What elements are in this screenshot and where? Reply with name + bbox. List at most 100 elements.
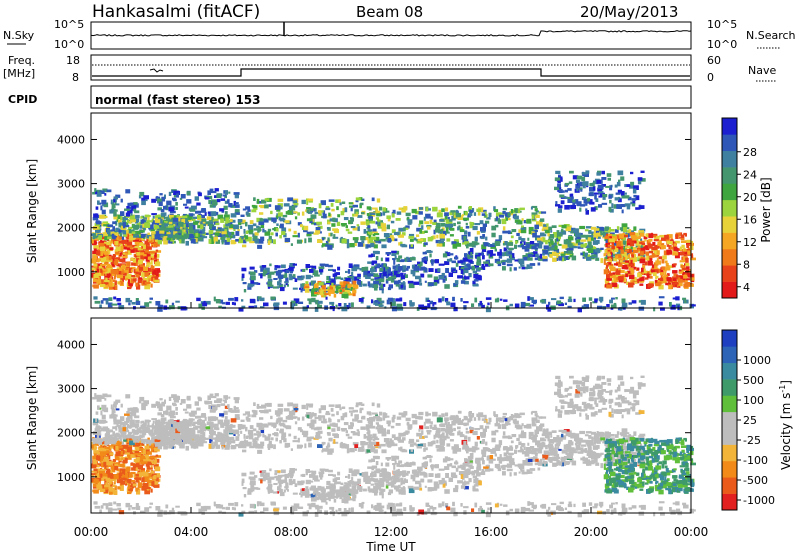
power-echo-cell	[144, 302, 150, 307]
velocity-echo-cell	[105, 487, 108, 490]
power-echo-cell	[284, 220, 290, 224]
velocity-echo-cell	[99, 488, 106, 493]
power-echo-cell	[118, 305, 125, 310]
power-echo-cell	[534, 243, 539, 247]
power-echo-cell	[417, 238, 423, 242]
power-echo-cell	[194, 196, 199, 201]
power-echo-cell	[413, 237, 417, 241]
power-echo-cell	[131, 231, 136, 234]
power-echo-cell	[443, 230, 446, 234]
power-echo-cell	[661, 259, 665, 264]
power-echo-cell	[573, 228, 579, 234]
power-echo-cell	[168, 227, 175, 231]
power-echo-cell	[354, 276, 360, 281]
power-echo-cell	[361, 267, 368, 272]
power-echo-cell	[94, 188, 97, 192]
power-echo-cell	[309, 265, 313, 268]
power-echo-cell	[344, 207, 348, 213]
power-echo-cell	[215, 299, 221, 304]
power-echo-cell	[209, 204, 215, 208]
power-echo-cell	[542, 237, 546, 243]
velocity-echo-cell	[199, 434, 205, 439]
power-echo-cell	[238, 237, 242, 242]
power-echo-cell	[99, 283, 106, 288]
power-echo-cell	[139, 230, 145, 233]
power-echo-cell	[395, 283, 399, 287]
velocity-echo-cell	[210, 396, 217, 399]
power-echo-cell	[128, 279, 130, 284]
power-echo-cell	[666, 267, 671, 271]
power-echo-cell	[474, 223, 480, 226]
power-echo-cell	[193, 229, 200, 232]
power-echo-cell	[567, 305, 572, 308]
power-echo-cell	[648, 233, 654, 239]
velocity-echo-cell	[175, 407, 178, 411]
power-echo-cell	[395, 218, 401, 221]
power-echo-cell	[630, 181, 635, 186]
power-echo-cell	[249, 266, 255, 270]
power-echo-cell	[305, 281, 309, 285]
velocity-echo-cell	[108, 490, 113, 495]
power-echo-cell	[149, 239, 153, 243]
power-echo-cell	[563, 224, 570, 227]
velocity-echo-cell	[135, 473, 140, 477]
power-echo-cell	[114, 280, 117, 285]
power-echo-cell	[537, 237, 542, 241]
power-echo-cell	[112, 221, 117, 225]
velocity-echo-cell	[171, 423, 174, 428]
power-echo-cell	[641, 242, 646, 246]
power-echo-cell	[548, 301, 551, 305]
power-echo-cell	[234, 297, 239, 302]
power-echo-cell	[483, 242, 489, 247]
power-echo-cell	[154, 276, 159, 280]
velocity-echo-cell	[104, 484, 110, 488]
power-echo-cell	[509, 255, 513, 259]
velocity-echo-cell	[210, 431, 216, 436]
power-echo-cell	[352, 289, 357, 294]
power-echo-cell	[290, 303, 295, 306]
power-echo-cell	[98, 265, 104, 270]
power-echo-cell	[620, 269, 625, 274]
power-echo-cell	[345, 270, 348, 273]
power-echo-cell	[427, 303, 431, 308]
power-echo-cell	[666, 277, 672, 281]
power-echo-cell	[328, 286, 334, 292]
power-echo-cell	[541, 228, 546, 232]
power-echo-cell	[365, 276, 371, 279]
cpid-panel-frame	[90, 85, 692, 109]
power-echo-cell	[672, 252, 679, 256]
power-echo-cell	[400, 243, 406, 247]
power-echo-cell	[113, 199, 116, 203]
power-echo-cell	[464, 230, 468, 235]
power-echo-cell	[607, 253, 611, 257]
power-echo-cell	[403, 302, 407, 307]
power-echo-cell	[350, 217, 354, 222]
power-echo-cell	[377, 219, 381, 222]
power-echo-cell	[616, 181, 621, 187]
date-title: 20/May/2013	[580, 3, 678, 21]
power-echo-cell	[469, 224, 474, 229]
power-echo-cell	[426, 224, 432, 228]
power-echo-cell	[368, 254, 373, 258]
power-echo-cell	[438, 209, 442, 213]
power-echo-cell	[349, 205, 355, 208]
velocity-echo-cell	[185, 431, 190, 435]
power-echo-cell	[303, 225, 309, 231]
velocity-echo-cell	[211, 404, 217, 407]
power-echo-cell	[444, 284, 450, 289]
power-echo-cell	[314, 291, 318, 294]
power-echo-cell	[567, 188, 572, 191]
power-echo-cell	[620, 191, 625, 196]
power-echo-cell	[285, 211, 292, 215]
power-echo-cell	[413, 266, 420, 271]
power-echo-cell	[182, 229, 187, 232]
power-echo-cell	[381, 223, 386, 228]
velocity-echo-cell	[202, 426, 208, 431]
power-echo-cell	[352, 213, 355, 217]
power-echo-cell	[108, 272, 113, 277]
power-echo-cell	[360, 221, 366, 225]
velocity-echo-cell	[126, 411, 130, 414]
velocity-echo-cell	[113, 481, 116, 485]
power-echo-cell	[532, 232, 537, 238]
power-echo-cell	[357, 276, 361, 279]
